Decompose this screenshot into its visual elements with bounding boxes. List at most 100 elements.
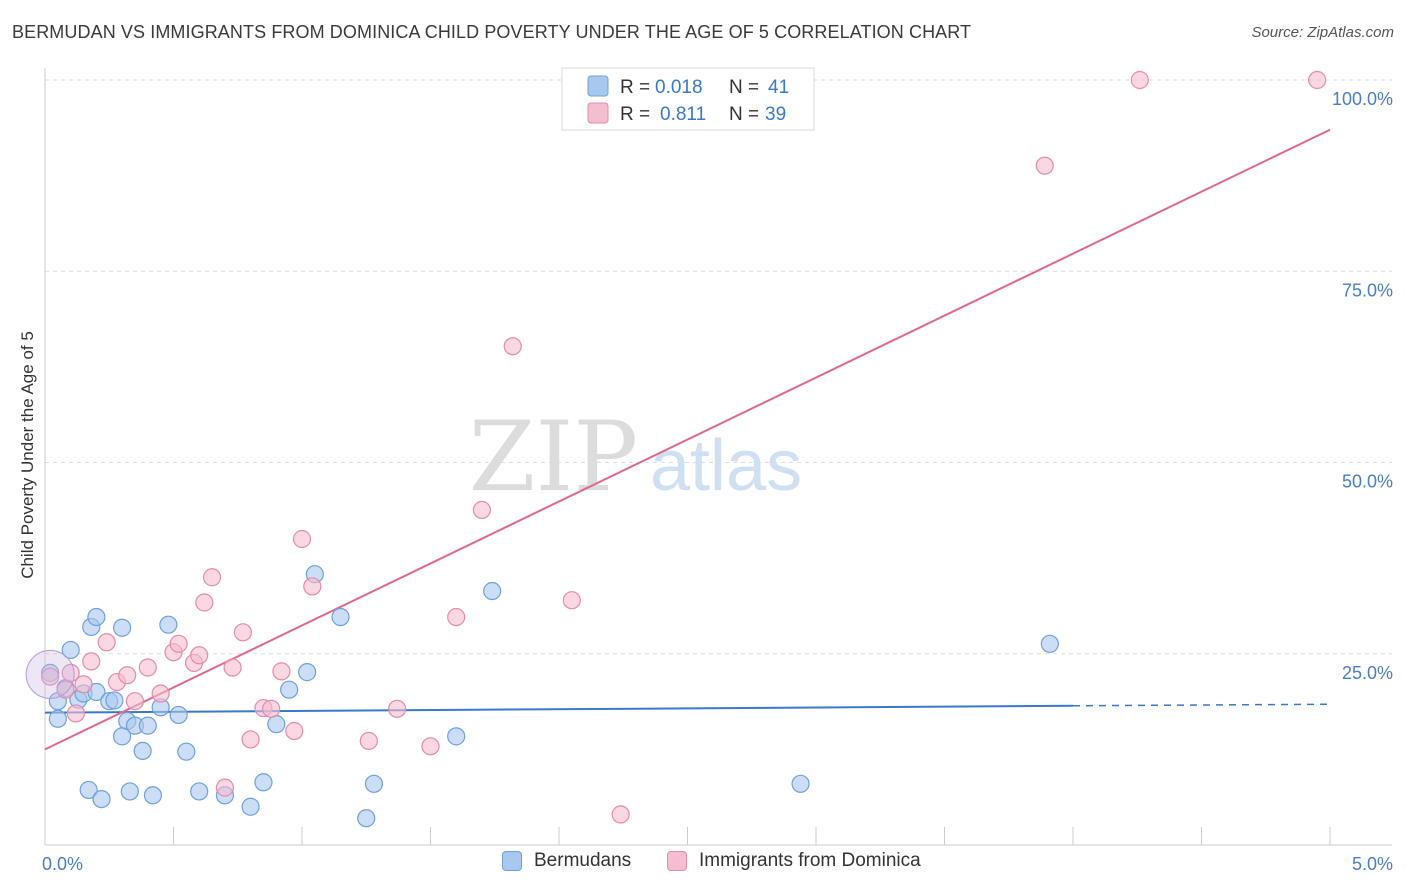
point-series-0 xyxy=(87,607,106,627)
point-series-1 xyxy=(223,658,242,677)
gridlines xyxy=(45,79,1392,655)
point-series-1 xyxy=(56,680,75,699)
point-series-0 xyxy=(1040,634,1059,653)
point-series-0 xyxy=(133,741,152,761)
point-series-0 xyxy=(298,663,317,682)
legend-label-dominica: Immigrants from Dominica xyxy=(699,850,921,871)
point-series-1 xyxy=(241,730,260,749)
top-legend: R = 0.018 N = 41 R = 0.811 N = 39 xyxy=(561,67,815,131)
axes xyxy=(44,68,1392,846)
point-series-1 xyxy=(215,778,234,797)
legend-item-bermudans: Bermudans xyxy=(502,850,631,872)
trend-line-0 xyxy=(44,704,1074,714)
y-tick-label: 75.0% xyxy=(1342,280,1393,300)
point-series-1 xyxy=(292,529,312,549)
point-series-1 xyxy=(1130,70,1149,90)
point-series-1 xyxy=(195,593,214,612)
point-series-1 xyxy=(151,684,170,703)
legend-item-dominica: Immigrants from Dominica xyxy=(667,850,921,872)
point-series-0 xyxy=(79,780,98,800)
point-series-1 xyxy=(97,633,116,652)
legend-r-value-1: 0.018 xyxy=(655,77,703,98)
point-series-1 xyxy=(118,666,137,685)
x-tick-label: 5.0% xyxy=(1352,854,1393,874)
point-series-0 xyxy=(254,773,273,792)
x-tick-label: 0.0% xyxy=(42,854,83,874)
point-series-0 xyxy=(159,615,178,634)
point-cluster xyxy=(25,649,75,699)
point-series-1 xyxy=(272,662,291,681)
point-series-1 xyxy=(82,652,101,671)
point-series-1 xyxy=(503,337,522,356)
point-series-0 xyxy=(169,705,188,725)
point-series-0 xyxy=(112,727,132,746)
legend-swatch-bermudans xyxy=(587,75,609,97)
point-series-1 xyxy=(285,721,304,741)
point-series-0 xyxy=(483,581,502,601)
point-series-0 xyxy=(447,727,466,746)
watermark-zip: ZIP xyxy=(469,401,638,513)
point-series-1 xyxy=(190,646,209,665)
point-series-0 xyxy=(331,607,350,627)
point-series-1 xyxy=(562,591,581,610)
data-points xyxy=(25,70,1327,828)
legend-swatch-bermudans-bottom xyxy=(502,851,522,871)
point-series-0 xyxy=(267,715,286,734)
legend-r-label-2: R = xyxy=(620,104,650,125)
trend-lines xyxy=(44,128,1331,751)
point-series-0 xyxy=(177,742,196,761)
point-series-0 xyxy=(143,786,163,805)
point-series-0 xyxy=(61,640,80,660)
bottom-legend: Bermudans Immigrants from Dominica xyxy=(0,850,1406,880)
y-tick-label: 50.0% xyxy=(1342,472,1393,492)
trend-line-1 xyxy=(44,128,1331,751)
legend-n-value-1: 41 xyxy=(768,77,789,98)
point-series-0 xyxy=(120,782,139,801)
point-series-0 xyxy=(357,809,376,828)
trend-line-extension-0 xyxy=(1072,703,1331,707)
point-series-1 xyxy=(303,577,322,596)
legend-swatch-dominica xyxy=(587,102,609,124)
chart-source: Source: ZipAtlas.com xyxy=(1251,24,1394,41)
point-series-1 xyxy=(1308,70,1327,90)
y-tick-label: 100.0% xyxy=(1332,89,1393,109)
point-series-0 xyxy=(105,691,124,710)
point-series-0 xyxy=(791,774,810,793)
point-series-1 xyxy=(41,667,60,686)
legend-r-label-1: R = xyxy=(620,77,650,98)
point-series-1 xyxy=(138,658,157,677)
point-series-1 xyxy=(233,623,252,642)
point-series-0 xyxy=(138,716,157,735)
legend-r-value-2: 0.811 xyxy=(660,104,706,125)
point-series-0 xyxy=(190,782,209,801)
y-tick-label: 25.0% xyxy=(1342,663,1393,683)
point-series-0 xyxy=(241,797,260,816)
point-series-0 xyxy=(92,789,111,809)
point-series-1 xyxy=(169,634,188,653)
point-series-1 xyxy=(387,699,407,718)
point-series-0 xyxy=(280,680,299,699)
legend-n-value-2: 39 xyxy=(765,104,786,125)
point-series-1 xyxy=(359,731,378,751)
tick-labels: 25.0% 50.0% 75.0% 100.0% 0.0% 5.0% xyxy=(42,89,1393,874)
legend-n-label-1: N = xyxy=(729,77,759,98)
point-series-0 xyxy=(112,618,132,637)
legend-n-label-2: N = xyxy=(729,104,759,125)
point-series-1 xyxy=(1035,156,1054,175)
point-series-1 xyxy=(74,675,93,694)
point-series-1 xyxy=(447,607,466,627)
point-series-1 xyxy=(125,692,145,711)
point-series-1 xyxy=(202,568,222,587)
point-series-1 xyxy=(61,663,80,682)
legend-label-bermudans: Bermudans xyxy=(534,850,632,871)
point-series-0 xyxy=(364,774,384,793)
point-series-1 xyxy=(611,805,630,824)
point-series-1 xyxy=(66,704,85,723)
legend-swatch-dominica-bottom xyxy=(667,851,687,871)
chart-title: BERMUDAN VS IMMIGRANTS FROM DOMINICA CHI… xyxy=(12,22,972,42)
watermark-atlas: atlas xyxy=(650,426,802,506)
point-series-0 xyxy=(48,709,67,728)
point-series-1 xyxy=(421,737,440,756)
point-series-1 xyxy=(472,500,491,520)
